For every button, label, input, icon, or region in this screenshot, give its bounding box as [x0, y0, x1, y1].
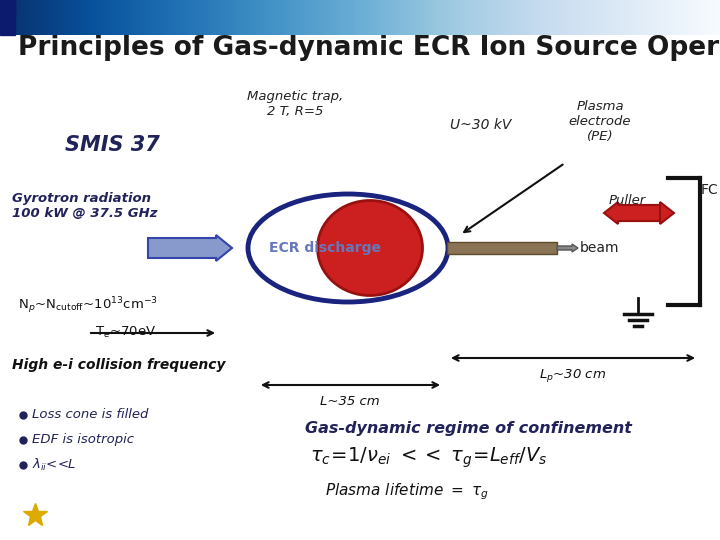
Text: Puller: Puller [608, 194, 646, 207]
Text: $\tau_c\!=\!1/\nu_{ei}\ <<\ \tau_g\!=\!L_{eff}/V_s$: $\tau_c\!=\!1/\nu_{ei}\ <<\ \tau_g\!=\!L… [310, 446, 547, 470]
Bar [0, 0, 15, 35]
Text: SMIS 37: SMIS 37 [65, 135, 160, 155]
Text: L~35 cm: L~35 cm [320, 395, 380, 408]
Text: EDF is isotropic: EDF is isotropic [32, 434, 134, 447]
FancyArrow shape [604, 202, 660, 224]
FancyArrow shape [148, 235, 232, 261]
Text: Plasma
electrode
(PE): Plasma electrode (PE) [569, 100, 631, 143]
Text: beam: beam [580, 241, 619, 255]
Text: Principles of Gas-dynamic ECR Ion Source Operation: Principles of Gas-dynamic ECR Ion Source… [18, 35, 720, 61]
Ellipse shape [248, 194, 448, 302]
Text: T$_e$~70eV: T$_e$~70eV [95, 325, 156, 340]
Ellipse shape [318, 200, 423, 295]
Text: U~30 kV: U~30 kV [450, 118, 511, 132]
Text: Gas-dynamic regime of confinement: Gas-dynamic regime of confinement [305, 421, 632, 435]
Text: L$_p$~30 cm: L$_p$~30 cm [539, 367, 607, 384]
Text: FC: FC [701, 183, 719, 197]
Text: ECR discharge: ECR discharge [269, 241, 381, 255]
Text: High e-i collision frequency: High e-i collision frequency [12, 358, 225, 372]
Bar [447, 242, 557, 254]
Text: Gyrotron radiation
100 kW @ 37.5 GHz: Gyrotron radiation 100 kW @ 37.5 GHz [12, 192, 158, 220]
Bar [0, 0, 15, 15]
Text: $\mathit{Plasma\ lifetime}\ =\ \tau_g$: $\mathit{Plasma\ lifetime}\ =\ \tau_g$ [325, 482, 489, 502]
Text: Magnetic trap,
2 T, R=5: Magnetic trap, 2 T, R=5 [247, 90, 343, 118]
Text: $\lambda_{ii}$<<L: $\lambda_{ii}$<<L [32, 457, 76, 473]
FancyArrow shape [557, 244, 578, 252]
Text: Loss cone is filled: Loss cone is filled [32, 408, 148, 422]
Text: N$_p$~N$_{\rm cutoff}$~10$^{13}$cm$^{-3}$: N$_p$~N$_{\rm cutoff}$~10$^{13}$cm$^{-3}… [18, 295, 158, 315]
FancyArrow shape [618, 202, 674, 224]
